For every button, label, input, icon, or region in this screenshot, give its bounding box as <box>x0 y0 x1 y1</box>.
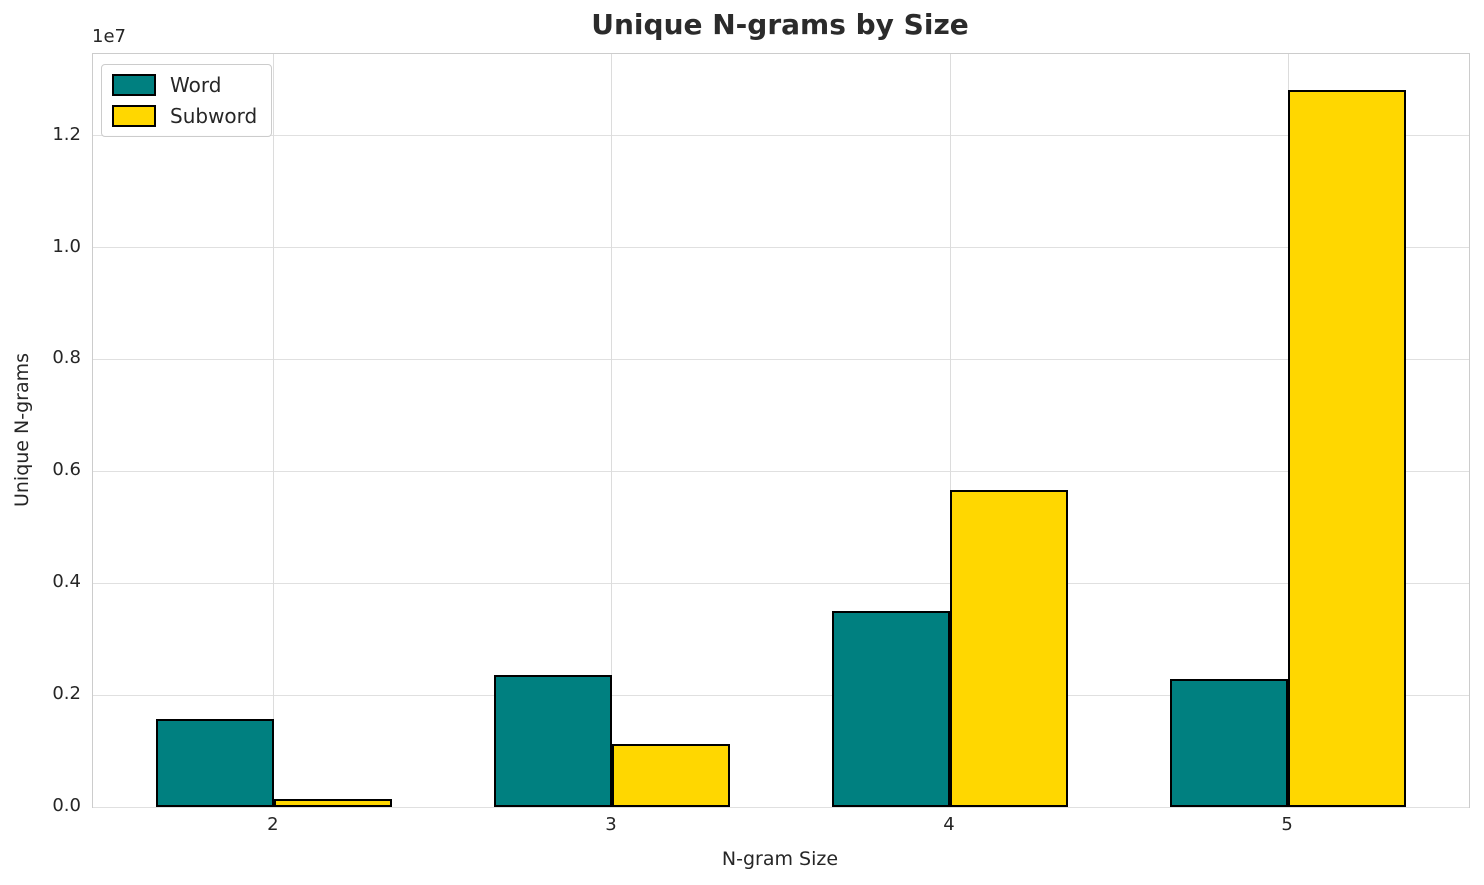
y-tick-label: 0.4 <box>52 571 81 593</box>
y-tick-label: 0.0 <box>52 795 81 816</box>
bar-word-n2 <box>155 719 274 807</box>
gridline-horizontal <box>93 470 1469 472</box>
y-tick-label: 0.6 <box>52 459 81 481</box>
gridline-vertical <box>273 54 275 807</box>
gridline-horizontal <box>93 135 1469 137</box>
y-axis-label: Unique N-grams <box>11 352 33 508</box>
gridline-horizontal <box>93 694 1469 696</box>
legend-entry-subword: Subword <box>112 105 257 127</box>
x-tick-label: 4 <box>943 814 955 835</box>
gridline-horizontal <box>93 582 1469 584</box>
bar-subword-n4 <box>950 490 1069 807</box>
legend: Word Subword <box>101 64 273 137</box>
y-tick-label: 0.8 <box>52 347 81 369</box>
bar-word-n3 <box>493 674 612 807</box>
legend-swatch-subword <box>112 105 156 127</box>
bar-subword-n5 <box>1288 89 1407 807</box>
bar-subword-n3 <box>611 743 731 807</box>
gridline-horizontal <box>93 358 1469 360</box>
y-tick-label: 0.2 <box>52 683 81 705</box>
legend-label-subword: Subword <box>170 104 258 128</box>
gridline-horizontal <box>93 806 1469 808</box>
legend-entry-word: Word <box>112 74 257 96</box>
x-tick-label: 3 <box>605 814 617 835</box>
bar-word-n4 <box>831 611 951 807</box>
y-axis-offset-text: 1e7 <box>92 26 126 47</box>
legend-label-word: Word <box>170 73 222 97</box>
y-tick-label: 1.0 <box>52 235 81 257</box>
plot-area: Word Subword <box>92 53 1470 808</box>
x-axis-label: N-gram Size <box>721 848 839 870</box>
bar-subword-n2 <box>273 798 393 807</box>
gridline-horizontal <box>93 247 1469 249</box>
gridline-vertical <box>949 54 951 807</box>
x-tick-label: 2 <box>267 814 279 835</box>
y-tick-label: 1.2 <box>52 123 81 145</box>
legend-swatch-word <box>112 74 156 96</box>
x-tick-label: 5 <box>1281 814 1293 835</box>
bar-word-n5 <box>1169 678 1289 807</box>
gridline-vertical <box>611 54 613 807</box>
chart-title: Unique N-grams by Size <box>591 8 969 41</box>
